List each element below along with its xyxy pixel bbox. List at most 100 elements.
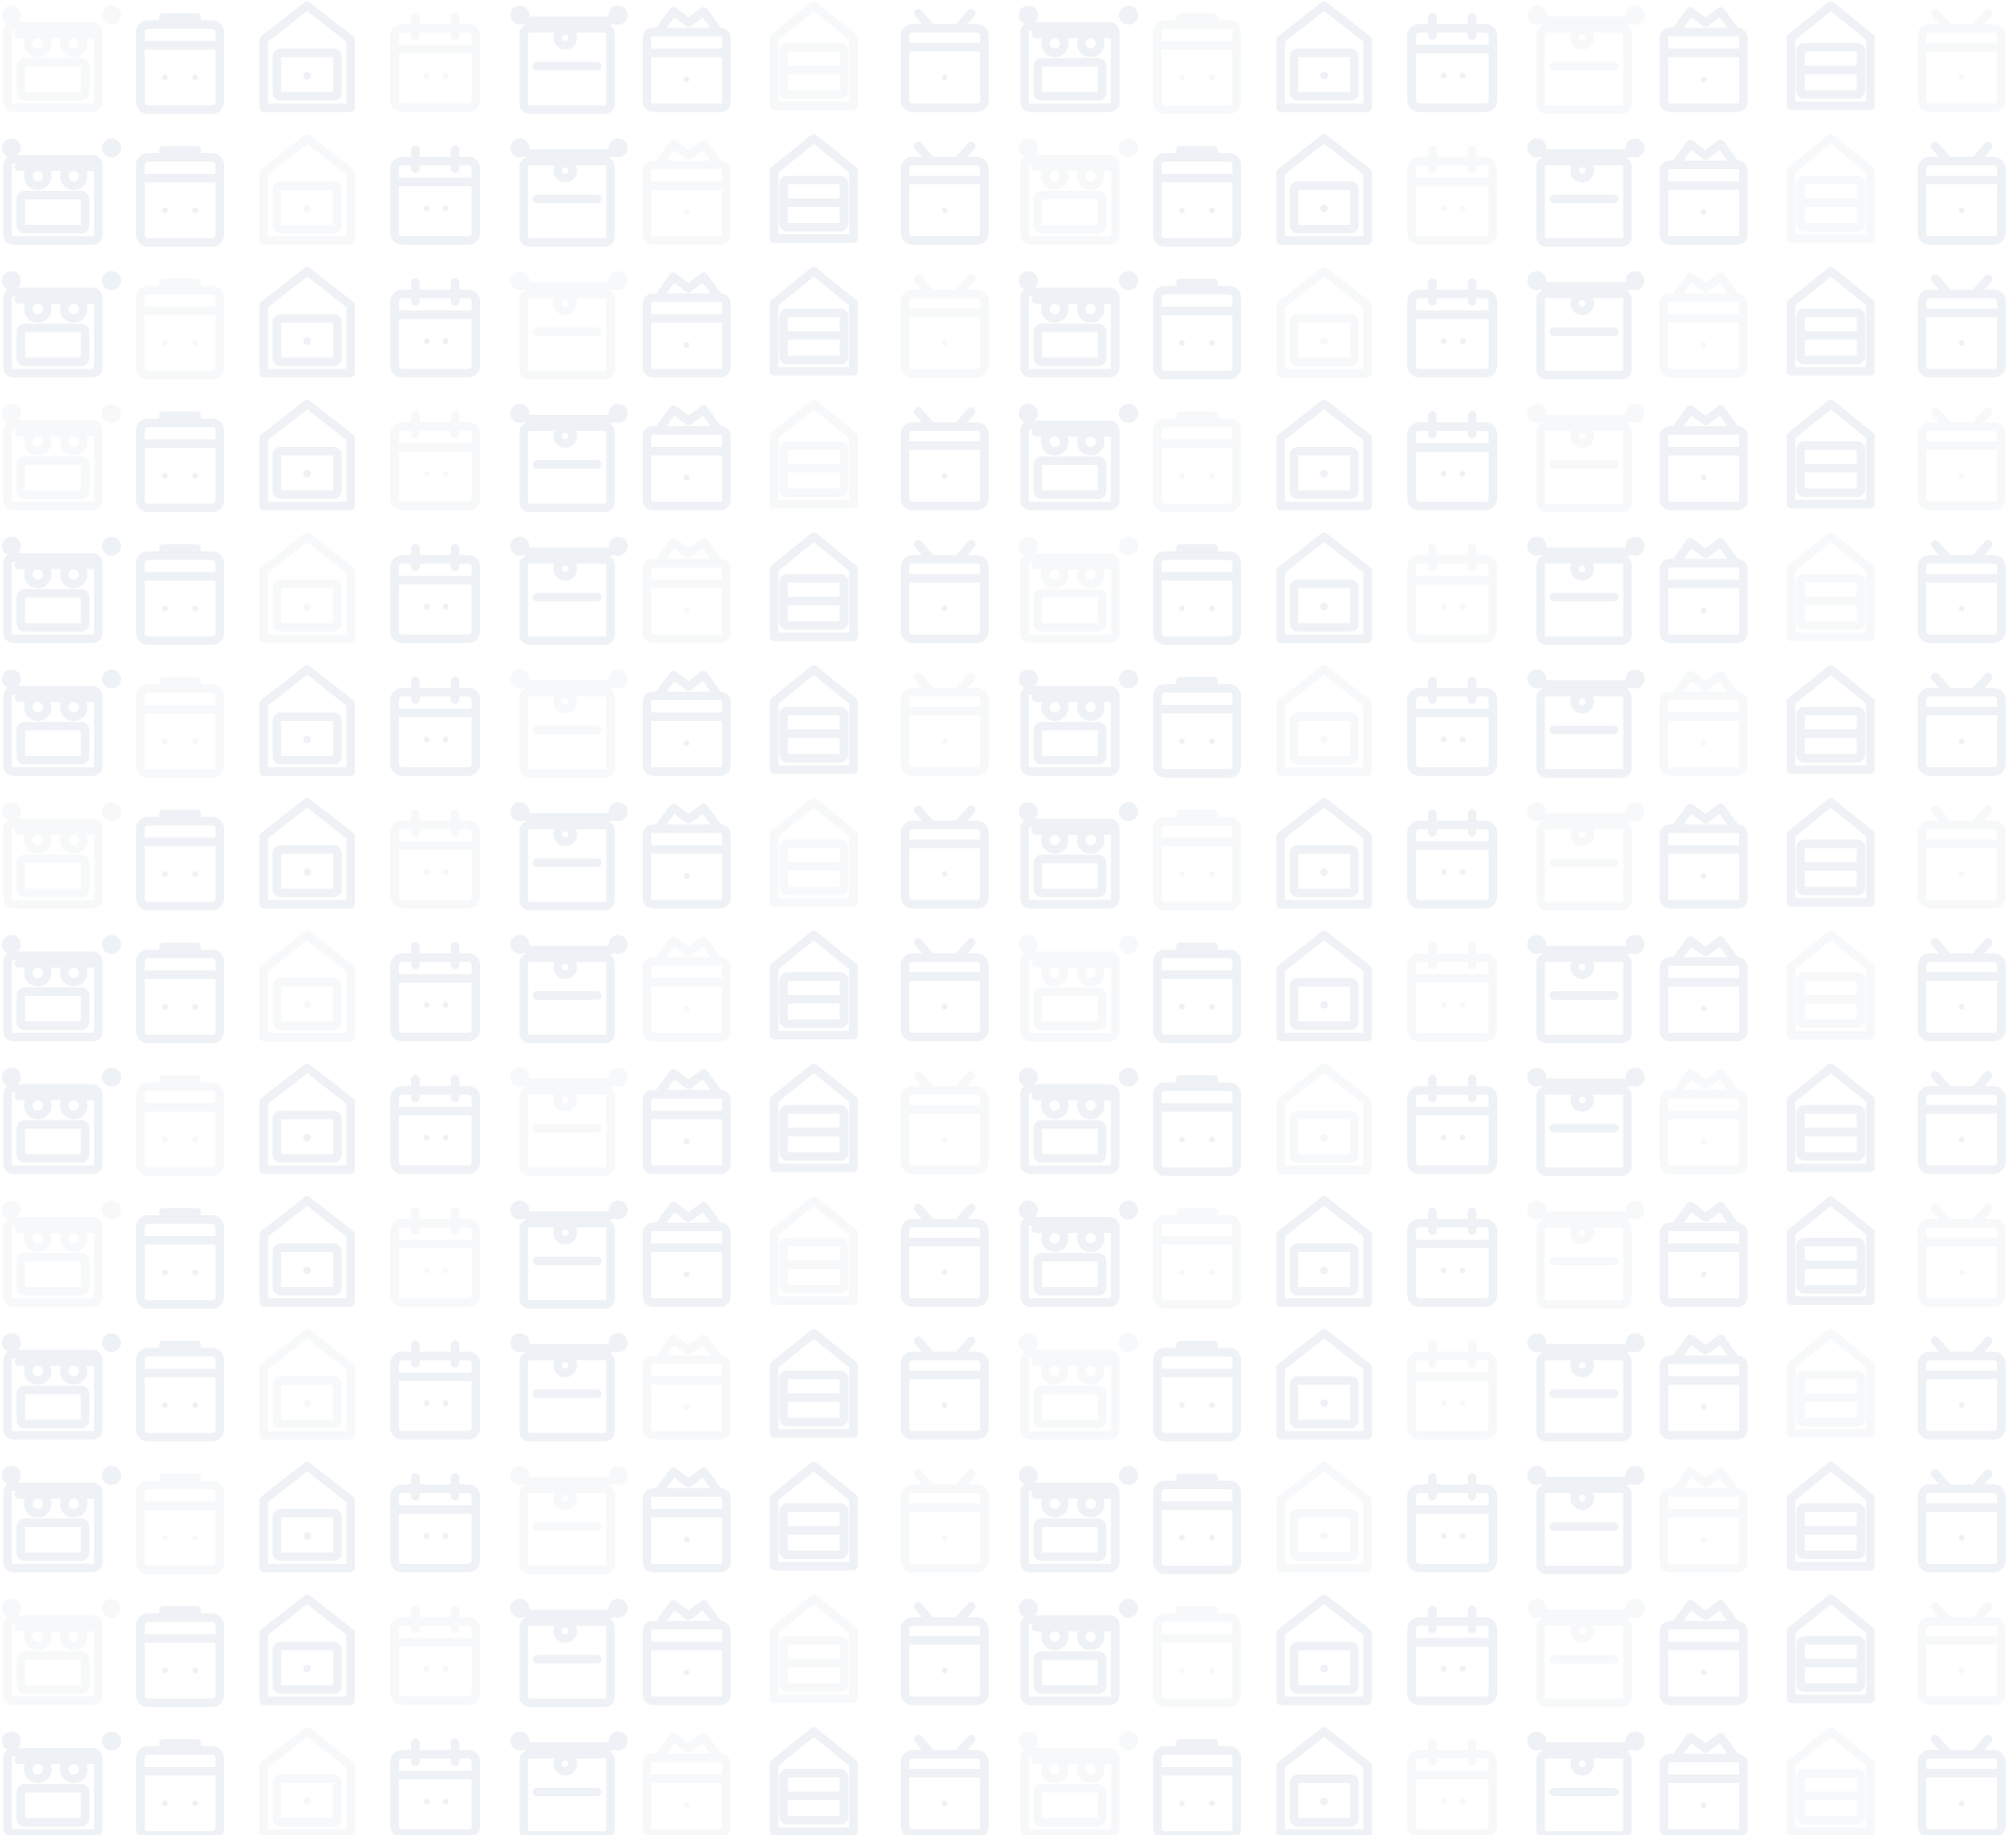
storage-icon <box>643 272 731 378</box>
calendar-icon <box>390 809 480 909</box>
oven-icon <box>2 537 121 643</box>
box-icon <box>136 13 224 114</box>
clock-box-icon <box>510 1599 628 1707</box>
oven-icon <box>1019 138 1138 245</box>
clock-box-icon <box>1527 1731 1645 1835</box>
clock-box-icon <box>1527 1466 1645 1574</box>
house-box-icon <box>769 532 858 642</box>
house-box-icon <box>259 1196 355 1307</box>
calendar-icon <box>390 12 480 112</box>
clock-box-icon <box>510 537 628 645</box>
house-box-icon <box>1786 1 1875 111</box>
storage-icon <box>643 936 731 1041</box>
house-box-icon <box>259 1 355 112</box>
box-icon <box>136 411 224 512</box>
house-box-icon <box>1276 931 1372 1041</box>
calendar-icon <box>1407 146 1497 245</box>
house-box-icon <box>769 1727 858 1835</box>
house-box-icon <box>1786 665 1875 774</box>
house-box-icon <box>259 797 355 909</box>
calendar-icon <box>1407 1074 1497 1175</box>
calendar-icon <box>901 805 989 909</box>
calendar-icon <box>390 677 480 776</box>
clock-box-icon <box>510 6 628 114</box>
oven-icon <box>2 271 121 378</box>
storage-icon <box>643 1600 731 1706</box>
calendar-icon <box>1918 938 2006 1041</box>
storage-icon <box>643 7 731 112</box>
house-box-icon <box>259 134 355 245</box>
storage-icon <box>1660 272 1748 378</box>
house-box-icon <box>1786 1063 1875 1173</box>
calendar-icon <box>1918 1469 2006 1572</box>
calendar-icon <box>390 1605 480 1706</box>
box-icon <box>1153 411 1241 512</box>
house-box-icon <box>1276 1196 1372 1307</box>
calendar-icon <box>1918 142 2006 245</box>
oven-icon <box>1019 1068 1138 1175</box>
house-box-icon <box>259 1063 355 1175</box>
calendar-icon <box>1407 1605 1497 1706</box>
storage-icon <box>643 1334 731 1440</box>
oven-icon <box>1019 1333 1138 1440</box>
storage-icon <box>1660 1733 1748 1835</box>
clock-box-icon <box>1527 935 1645 1043</box>
house-box-icon <box>259 1594 355 1706</box>
calendar-icon <box>901 673 989 776</box>
house-box-icon <box>769 1329 858 1438</box>
house-box-icon <box>259 1329 355 1440</box>
box-icon <box>1153 810 1241 911</box>
calendar-icon <box>901 938 989 1041</box>
house-box-icon <box>259 266 355 378</box>
oven-icon <box>2 403 121 510</box>
house-box-icon <box>1786 797 1875 907</box>
oven-icon <box>2 6 121 112</box>
box-icon <box>1153 1739 1241 1835</box>
calendar-icon <box>1918 1336 2006 1440</box>
calendar-icon <box>390 411 480 510</box>
oven-icon <box>2 1068 121 1175</box>
house-box-icon <box>769 1594 858 1704</box>
calendar-icon <box>390 942 480 1041</box>
house-box-icon <box>259 1727 355 1835</box>
clock-box-icon <box>510 138 628 247</box>
oven-icon <box>2 802 121 909</box>
storage-icon <box>1660 1334 1748 1440</box>
clock-box-icon <box>510 1333 628 1442</box>
clock-box-icon <box>510 1731 628 1835</box>
box-icon <box>136 1341 224 1442</box>
house-box-icon <box>259 931 355 1041</box>
house-box-icon <box>259 1462 355 1572</box>
oven-icon <box>2 935 121 1041</box>
storage-icon <box>1660 1202 1748 1307</box>
storage-icon <box>643 1733 731 1835</box>
clock-box-icon <box>510 935 628 1043</box>
storage-icon <box>1660 1467 1748 1572</box>
box-icon <box>136 1075 224 1176</box>
storage-icon <box>1660 671 1748 776</box>
clock-box-icon <box>510 802 628 911</box>
calendar-icon <box>1407 1340 1497 1440</box>
house-box-icon <box>1276 1063 1372 1175</box>
calendar-icon <box>1918 1602 2006 1706</box>
oven-icon <box>1019 1731 1138 1835</box>
calendar-icon <box>1407 278 1497 378</box>
oven-icon <box>1019 6 1138 112</box>
house-box-icon <box>769 1063 858 1173</box>
house-box-icon <box>259 665 355 776</box>
oven-icon <box>1019 1200 1138 1307</box>
house-box-icon <box>1786 532 1875 642</box>
storage-icon <box>1660 405 1748 510</box>
storage-icon <box>1660 1600 1748 1706</box>
calendar-icon <box>901 142 989 245</box>
calendar-icon <box>1407 809 1497 909</box>
calendar-icon <box>390 1074 480 1175</box>
calendar-icon <box>390 1208 480 1307</box>
oven-icon <box>1019 1466 1138 1572</box>
box-icon <box>136 810 224 911</box>
house-box-icon <box>769 1196 858 1305</box>
house-box-icon <box>1276 1 1372 112</box>
calendar-icon <box>1918 1204 2006 1307</box>
calendar-icon <box>1918 9 2006 112</box>
box-icon <box>1153 544 1241 645</box>
